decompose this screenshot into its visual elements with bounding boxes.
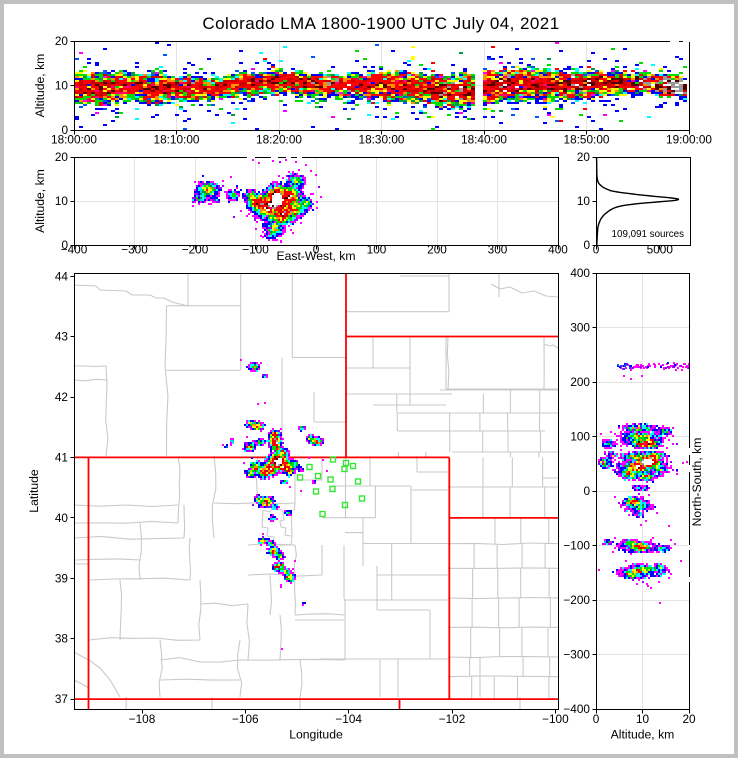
svg-text:41: 41	[55, 451, 68, 465]
svg-text:Altitude, km: Altitude, km	[611, 728, 675, 742]
svg-text:18:30:00: 18:30:00	[359, 133, 405, 147]
svg-text:40: 40	[55, 511, 69, 525]
svg-text:Latitude: Latitude	[27, 469, 41, 513]
svg-text:−108: −108	[129, 712, 156, 726]
svg-text:400: 400	[548, 243, 568, 257]
svg-text:−400: −400	[563, 702, 590, 716]
svg-text:18:00:00: 18:00:00	[51, 133, 97, 147]
svg-text:0: 0	[593, 712, 600, 726]
svg-text:20: 20	[577, 150, 591, 164]
svg-text:19:00:00: 19:00:00	[666, 133, 712, 147]
svg-text:37: 37	[55, 692, 68, 706]
svg-text:10: 10	[636, 712, 650, 726]
svg-text:−200: −200	[563, 593, 590, 607]
svg-text:20: 20	[55, 150, 69, 164]
svg-text:East-West, km: East-West, km	[276, 249, 355, 263]
svg-text:300: 300	[488, 243, 508, 257]
svg-text:18:40:00: 18:40:00	[461, 133, 507, 147]
svg-text:20: 20	[55, 34, 69, 48]
svg-text:−102: −102	[439, 712, 466, 726]
svg-text:42: 42	[55, 390, 68, 404]
svg-text:44: 44	[55, 269, 69, 283]
svg-text:10: 10	[55, 194, 69, 208]
svg-text:38: 38	[55, 632, 69, 646]
svg-text:−100: −100	[242, 243, 269, 257]
svg-text:Colorado LMA 1800-1900 UTC Jul: Colorado LMA 1800-1900 UTC July 04, 2021	[202, 14, 559, 33]
svg-text:18:10:00: 18:10:00	[154, 133, 200, 147]
svg-text:Altitude, km: Altitude, km	[33, 169, 47, 233]
svg-text:200: 200	[570, 375, 590, 389]
svg-text:Longitude: Longitude	[289, 728, 343, 742]
svg-text:10: 10	[55, 79, 69, 93]
svg-text:0: 0	[61, 238, 68, 252]
svg-text:−100: −100	[563, 539, 590, 553]
svg-text:18:20:00: 18:20:00	[256, 133, 302, 147]
svg-text:0: 0	[583, 484, 590, 498]
svg-text:−100: −100	[542, 712, 569, 726]
svg-text:18:50:00: 18:50:00	[564, 133, 610, 147]
svg-text:39: 39	[55, 571, 68, 585]
svg-text:−200: −200	[182, 243, 209, 257]
svg-text:0: 0	[61, 123, 68, 137]
svg-text:−300: −300	[121, 243, 148, 257]
svg-text:43: 43	[55, 330, 69, 344]
svg-text:0: 0	[583, 238, 590, 252]
svg-text:0: 0	[593, 243, 600, 257]
svg-text:−400: −400	[61, 243, 88, 257]
svg-text:0: 0	[313, 243, 320, 257]
svg-text:−106: −106	[232, 712, 259, 726]
svg-text:200: 200	[427, 243, 447, 257]
svg-text:20: 20	[682, 712, 696, 726]
svg-text:−300: −300	[563, 648, 590, 662]
svg-text:5000: 5000	[647, 243, 674, 257]
svg-text:109,091 sources: 109,091 sources	[612, 229, 685, 240]
svg-text:North-South, km: North-South, km	[690, 438, 704, 527]
svg-text:100: 100	[570, 430, 590, 444]
svg-text:400: 400	[570, 266, 590, 280]
svg-text:100: 100	[367, 243, 387, 257]
svg-text:300: 300	[570, 321, 590, 335]
svg-text:−104: −104	[335, 712, 362, 726]
svg-text:10: 10	[577, 194, 591, 208]
svg-text:Altitude, km: Altitude, km	[33, 54, 47, 118]
